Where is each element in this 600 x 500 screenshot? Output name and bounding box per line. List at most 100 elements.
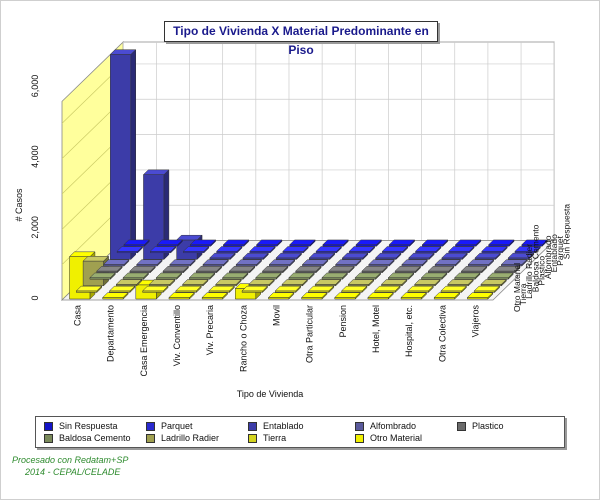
bar-side (349, 265, 355, 274)
bar-side (421, 292, 427, 300)
bar-side (508, 272, 514, 280)
legend-label: Ladrillo Radier (161, 433, 220, 443)
x-tick-label: Hotel, Motel (371, 305, 381, 353)
depth-label: Plastico (537, 256, 547, 286)
bar-side (321, 292, 328, 300)
legend-label: Entablado (263, 421, 304, 431)
y-tick-label: 4,000 (30, 145, 40, 168)
bar-side (123, 259, 130, 267)
bar-side (501, 278, 507, 287)
credit-line-2: 2014 - CEPAL/CELADE (25, 467, 121, 477)
bar-side (435, 245, 442, 254)
legend-swatch (355, 422, 364, 431)
bar-side (176, 272, 182, 280)
bar-side (335, 278, 341, 287)
legend-label: Otro Material (370, 433, 423, 443)
chart-legend: Sin Respuesta Parquet Entablado Alfombrado P… (35, 416, 565, 448)
bar-side (170, 245, 176, 254)
legend-swatch (146, 422, 155, 431)
bar-side (343, 239, 349, 247)
bar-side (494, 285, 500, 293)
bar-side (296, 252, 302, 260)
bar-side (216, 265, 222, 274)
legend-label: Sin Respuesta (59, 421, 118, 431)
bar-side (303, 245, 309, 254)
legend-swatch (248, 434, 257, 443)
bar-side (461, 285, 467, 293)
depth-label: Entablado (549, 234, 559, 273)
bar-side (209, 272, 216, 280)
legend-label: Plastico (472, 421, 504, 431)
bar-side (462, 252, 468, 260)
x-axis-label: Tipo de Vivienda (237, 389, 304, 399)
bar-side (229, 285, 235, 293)
bar-side (223, 259, 229, 267)
legend-label: Tierra (263, 433, 287, 443)
bar-side (409, 239, 415, 247)
bar-side (487, 292, 494, 300)
bar-side (448, 265, 454, 274)
x-tick-label: Hospital, etc. (404, 305, 414, 357)
bar-side (428, 285, 434, 293)
bar-side (177, 239, 183, 247)
x-tick-label: Movil (272, 305, 282, 326)
bar-side (288, 292, 295, 300)
bar-side (322, 259, 329, 267)
bar-side (361, 285, 368, 293)
x-tick-label: Casa Emergencia (139, 305, 149, 377)
bar-side (163, 169, 170, 260)
bar-side (382, 265, 388, 274)
legend-label: Baldosa Cemento (59, 433, 131, 443)
bar-side (130, 49, 137, 260)
bar-side (143, 272, 149, 280)
bar-side (136, 278, 142, 287)
bar-side (282, 265, 289, 274)
bar-side (428, 252, 435, 260)
bar-side (502, 245, 508, 254)
legend-swatch (146, 434, 155, 443)
bar-side (401, 278, 408, 287)
x-tick-label: Otra Colectiva (437, 305, 447, 362)
bar-side (454, 292, 460, 300)
y-tick-label: 2,000 (30, 216, 40, 239)
chart-title: Tipo de Vivienda X Material Predominante… (164, 21, 438, 57)
bar-side (230, 252, 236, 260)
bar-side (395, 252, 402, 260)
legend-swatch (355, 434, 364, 443)
x-tick-label: Viv. Precaria (205, 305, 215, 355)
bar-side (249, 265, 256, 274)
depth-label: Parquet (555, 235, 565, 265)
bar-side (336, 245, 342, 254)
y-tick-label: 6,000 (30, 75, 40, 98)
back-wall (122, 41, 555, 242)
bar-side (389, 259, 395, 267)
bar-side (495, 252, 501, 260)
bar-side (328, 285, 335, 293)
depth-label: Tierra (518, 283, 528, 305)
bar-side (434, 278, 441, 287)
bar-side (455, 259, 461, 267)
bar-front (110, 54, 132, 260)
bar-side (355, 292, 361, 300)
bar-side (210, 239, 216, 247)
bar-side (262, 285, 268, 293)
bar-side (196, 285, 202, 293)
bar-side (508, 239, 515, 247)
bar-side (542, 239, 548, 247)
bar-side (189, 292, 195, 300)
depth-label: Sin Respuesta (561, 204, 571, 260)
depth-label: Baldosa Cemento (530, 224, 540, 292)
x-tick-label: Viv. Conventillo (172, 305, 182, 366)
bar-side (442, 239, 448, 247)
credit-line-1: Procesado con Redatam+SP (12, 455, 129, 465)
bar-side (309, 239, 316, 247)
bar-side (394, 285, 401, 293)
bar-side (117, 265, 123, 274)
bar-side (202, 278, 209, 287)
bar-side (295, 285, 301, 293)
bar-side (474, 272, 481, 280)
bar-side (275, 272, 282, 280)
bar-side (375, 272, 381, 280)
bar-side (415, 265, 421, 274)
